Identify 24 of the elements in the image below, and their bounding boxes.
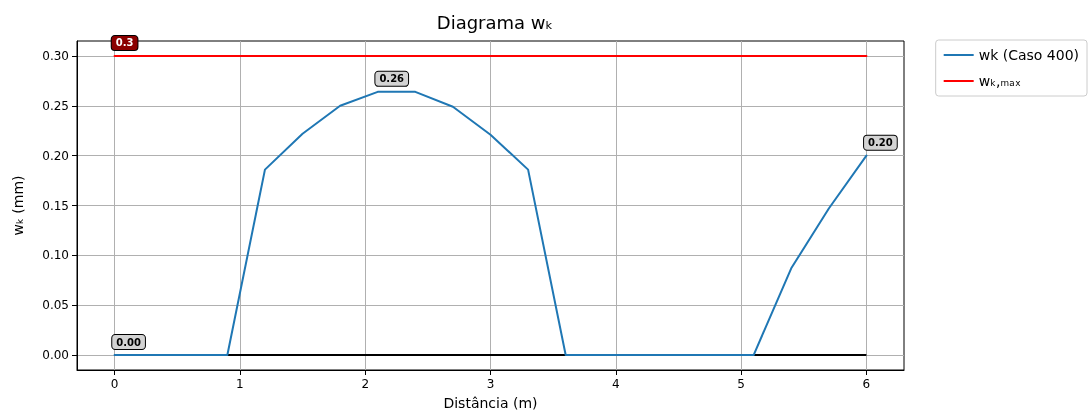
legend-label: wₖ,ₘₐₓ (978, 73, 1021, 89)
y-tick-label: 0.00 (42, 348, 69, 363)
legend-label: wk (Caso 400) (978, 47, 1080, 63)
y-tick-label: 0.15 (42, 198, 69, 213)
x-tick-label: 2 (361, 377, 370, 391)
x-tick-label: 3 (486, 377, 495, 391)
x-tick-label: 1 (236, 377, 244, 391)
data-label: 0.00 (116, 336, 141, 348)
chart-title: Diagrama wₖ (436, 11, 554, 33)
y-tick-label: 0.25 (42, 98, 69, 113)
x-axis-title: Distância (m) (443, 395, 538, 411)
line-series (113, 90, 868, 357)
y-tick-label: 0.05 (42, 298, 69, 313)
y-tick-label: 0.30 (42, 48, 69, 63)
data-label: 0.3 (115, 37, 134, 49)
y-tick-label: 0.20 (42, 148, 69, 163)
y-tick-label: 0.10 (42, 248, 69, 263)
x-tick-label: 5 (737, 377, 745, 391)
data-label: 0.20 (868, 137, 893, 149)
data-label: 0.26 (379, 73, 405, 85)
y-axis-title: wₖ (mm) (10, 175, 26, 236)
x-tick-label: 4 (611, 377, 620, 391)
x-tick-label: 0 (110, 377, 119, 391)
x-tick-label: 6 (862, 377, 871, 391)
